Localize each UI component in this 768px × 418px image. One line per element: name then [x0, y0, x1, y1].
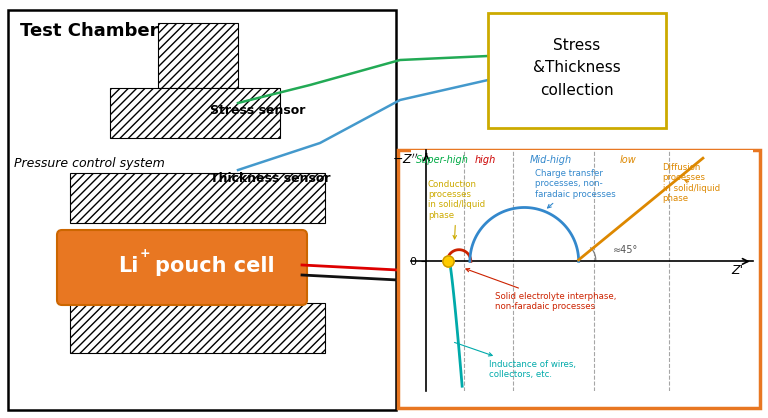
Bar — [70, 303, 325, 353]
Bar — [70, 173, 325, 223]
Text: Pressure control system: Pressure control system — [14, 156, 165, 170]
Text: pouch cell: pouch cell — [155, 256, 275, 276]
Text: Test Chamber: Test Chamber — [20, 22, 158, 40]
Text: Diffusion
processes
in solid/liquid
phase: Diffusion processes in solid/liquid phas… — [663, 163, 720, 203]
Text: Super-high: Super-high — [415, 155, 468, 165]
Text: Charge transfer
processes, non-
faradaic processes: Charge transfer processes, non- faradaic… — [535, 169, 616, 208]
Text: Mid-high: Mid-high — [530, 155, 571, 165]
Bar — [8, 10, 396, 410]
Text: ≈45°: ≈45° — [613, 245, 638, 255]
Text: Z': Z' — [731, 264, 743, 277]
Text: Li: Li — [118, 256, 138, 276]
Text: Stress sensor: Stress sensor — [210, 104, 306, 117]
Text: Solid electrolyte interphase,
non-faradaic processes: Solid electrolyte interphase, non-farada… — [466, 268, 616, 311]
Text: low: low — [620, 155, 637, 165]
Bar — [488, 13, 666, 128]
Text: $-Z''$: $-Z''$ — [392, 152, 419, 166]
Bar — [110, 88, 280, 138]
Bar — [158, 23, 238, 88]
Text: Stress
&Thickness
collection: Stress &Thickness collection — [533, 38, 621, 98]
Text: Thickness sensor: Thickness sensor — [210, 171, 330, 184]
Text: Conduction
processes
in solid/liquid
phase: Conduction processes in solid/liquid pha… — [428, 180, 485, 239]
Text: high: high — [475, 155, 496, 165]
Text: Inductance of wires,
collectors, etc.: Inductance of wires, collectors, etc. — [455, 342, 575, 379]
Text: +: + — [140, 247, 151, 260]
FancyBboxPatch shape — [57, 230, 307, 305]
Bar — [398, 150, 760, 408]
